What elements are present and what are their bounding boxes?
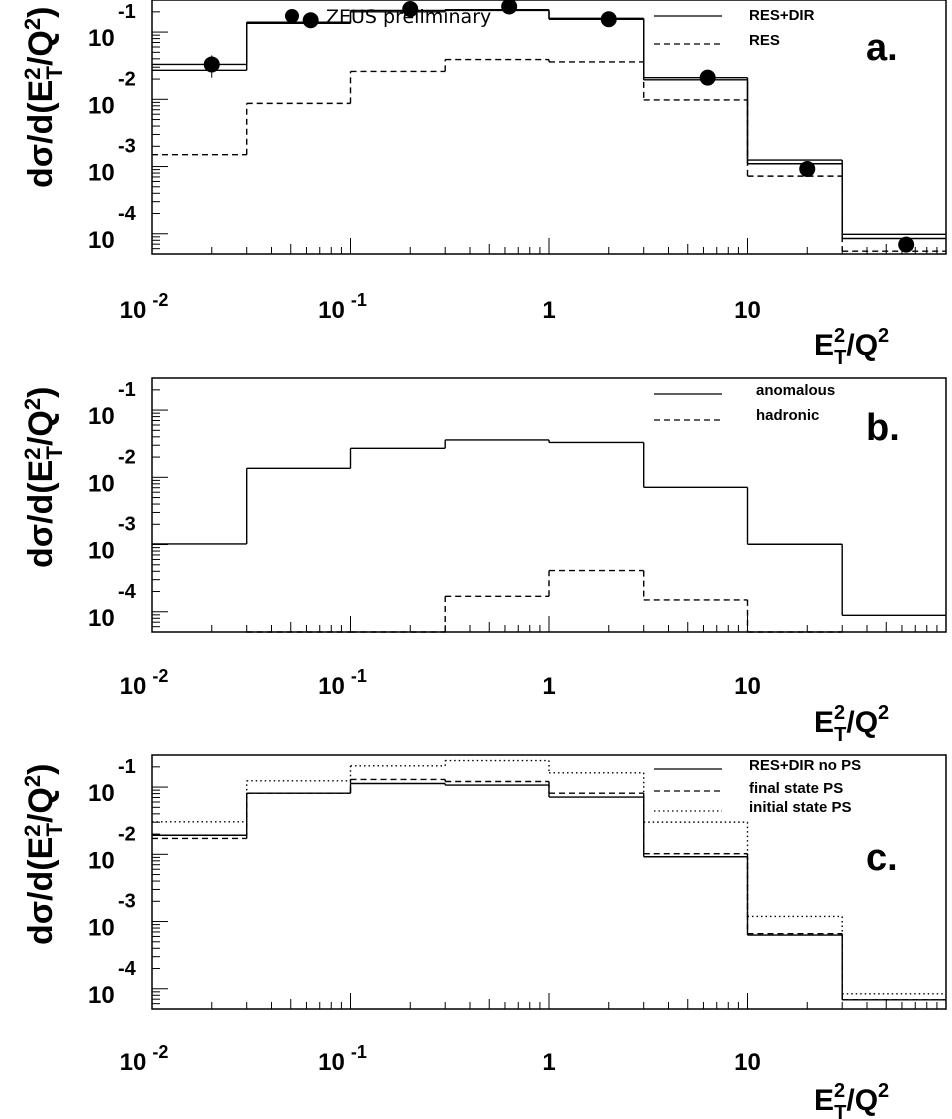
panel-a: 10 -2 10 -1 1 10 10-1 10-2 10-3 10-4 ZEUS prelimi… xyxy=(20,0,947,369)
y-tick-label: 10-2 xyxy=(88,823,136,874)
legend-label-initial-ps: initial state PS xyxy=(749,799,852,816)
panel-label-a: a. xyxy=(866,27,898,69)
legend-label-no-ps: RES+DIR no PS xyxy=(749,757,861,774)
y-tick-label: 10-2 xyxy=(88,446,136,497)
panel-a-data-points xyxy=(203,0,915,253)
panel-c-series xyxy=(152,759,946,1001)
legend-label-res-dir: RES+DIR xyxy=(749,7,815,24)
panel-a-frame xyxy=(151,0,947,255)
x-tick-label: 10 xyxy=(734,1049,761,1076)
panel-a-series xyxy=(152,9,946,252)
y-tick-label: 10-3 xyxy=(88,891,136,942)
data-point xyxy=(501,0,518,15)
panel-label-c: c. xyxy=(866,837,898,879)
x-axis-label-c: E2 T/Q2 xyxy=(814,1080,889,1119)
y-axis-label-a: dσ/d(E2T/Q2) xyxy=(20,7,67,188)
y-tick-label: 10-3 xyxy=(88,514,136,565)
legend-label-anomalous: anomalous xyxy=(756,382,835,399)
y-tick-label: 10-1 xyxy=(88,379,136,430)
data-point xyxy=(302,12,319,29)
panel-c: 10 -2 10 -1 1 10 10-1 10-2 10-3 10-4 RES+DIR no P… xyxy=(20,754,947,1119)
data-point xyxy=(898,236,915,253)
x-tick-label: 10 -1 xyxy=(318,666,367,700)
data-point xyxy=(203,56,220,73)
x-axis-label-b: E2 T/Q2 xyxy=(814,702,889,746)
x-tick-label: 10 -1 xyxy=(318,290,367,324)
x-tick-label: 1 xyxy=(542,297,555,324)
x-tick-label: 10 -2 xyxy=(120,290,169,324)
panel-b: 10 -2 10 -1 1 10 10-1 10-2 10-3 10-4 anomalous ha… xyxy=(20,377,947,746)
y-tick-label: 10-4 xyxy=(88,203,137,254)
x-tick-label: 10 -1 xyxy=(318,1042,367,1076)
data-point xyxy=(799,160,816,177)
panel-a-axes: 10 -2 10 -1 1 10 10-1 10-2 10-3 10-4 xyxy=(88,1,938,324)
data-point xyxy=(600,11,617,28)
x-axis-label-a: E2 T/Q2 xyxy=(814,325,889,369)
legend-label-zeus: ZEUS preliminary xyxy=(326,6,491,28)
data-point xyxy=(402,1,419,18)
y-tick-label: 10-4 xyxy=(88,958,137,1009)
data-point xyxy=(699,69,716,86)
y-axis-label-c: dσ/d(E2T/Q2) xyxy=(20,764,67,945)
y-tick-label: 10-1 xyxy=(88,756,136,807)
x-tick-label: 10 xyxy=(734,297,761,324)
legend-label-res: RES xyxy=(749,32,780,49)
x-tick-label: 10 -2 xyxy=(120,1042,169,1076)
y-axis-label-b: dσ/d(E2T/Q2) xyxy=(20,387,67,568)
panel-label-b: b. xyxy=(866,407,900,449)
panel-c-axes: 10 -2 10 -1 1 10 10-1 10-2 10-3 10-4 xyxy=(88,756,938,1076)
x-tick-label: 10 xyxy=(734,673,761,700)
legend-marker-zeus xyxy=(285,9,299,23)
y-tick-label: 10-4 xyxy=(88,581,137,632)
y-tick-label: 10-1 xyxy=(88,1,136,52)
y-tick-label: 10-2 xyxy=(88,68,136,119)
y-tick-label: 10-3 xyxy=(88,136,136,187)
panel-b-series xyxy=(152,439,946,633)
x-tick-label: 1 xyxy=(542,1049,555,1076)
x-tick-label: 1 xyxy=(542,673,555,700)
legend-label-final-ps: final state PS xyxy=(749,780,843,797)
panel-b-axes: 10 -2 10 -1 1 10 10-1 10-2 10-3 10-4 xyxy=(88,379,938,700)
x-tick-label: 10 -2 xyxy=(120,666,169,700)
legend-label-hadronic: hadronic xyxy=(756,407,819,424)
